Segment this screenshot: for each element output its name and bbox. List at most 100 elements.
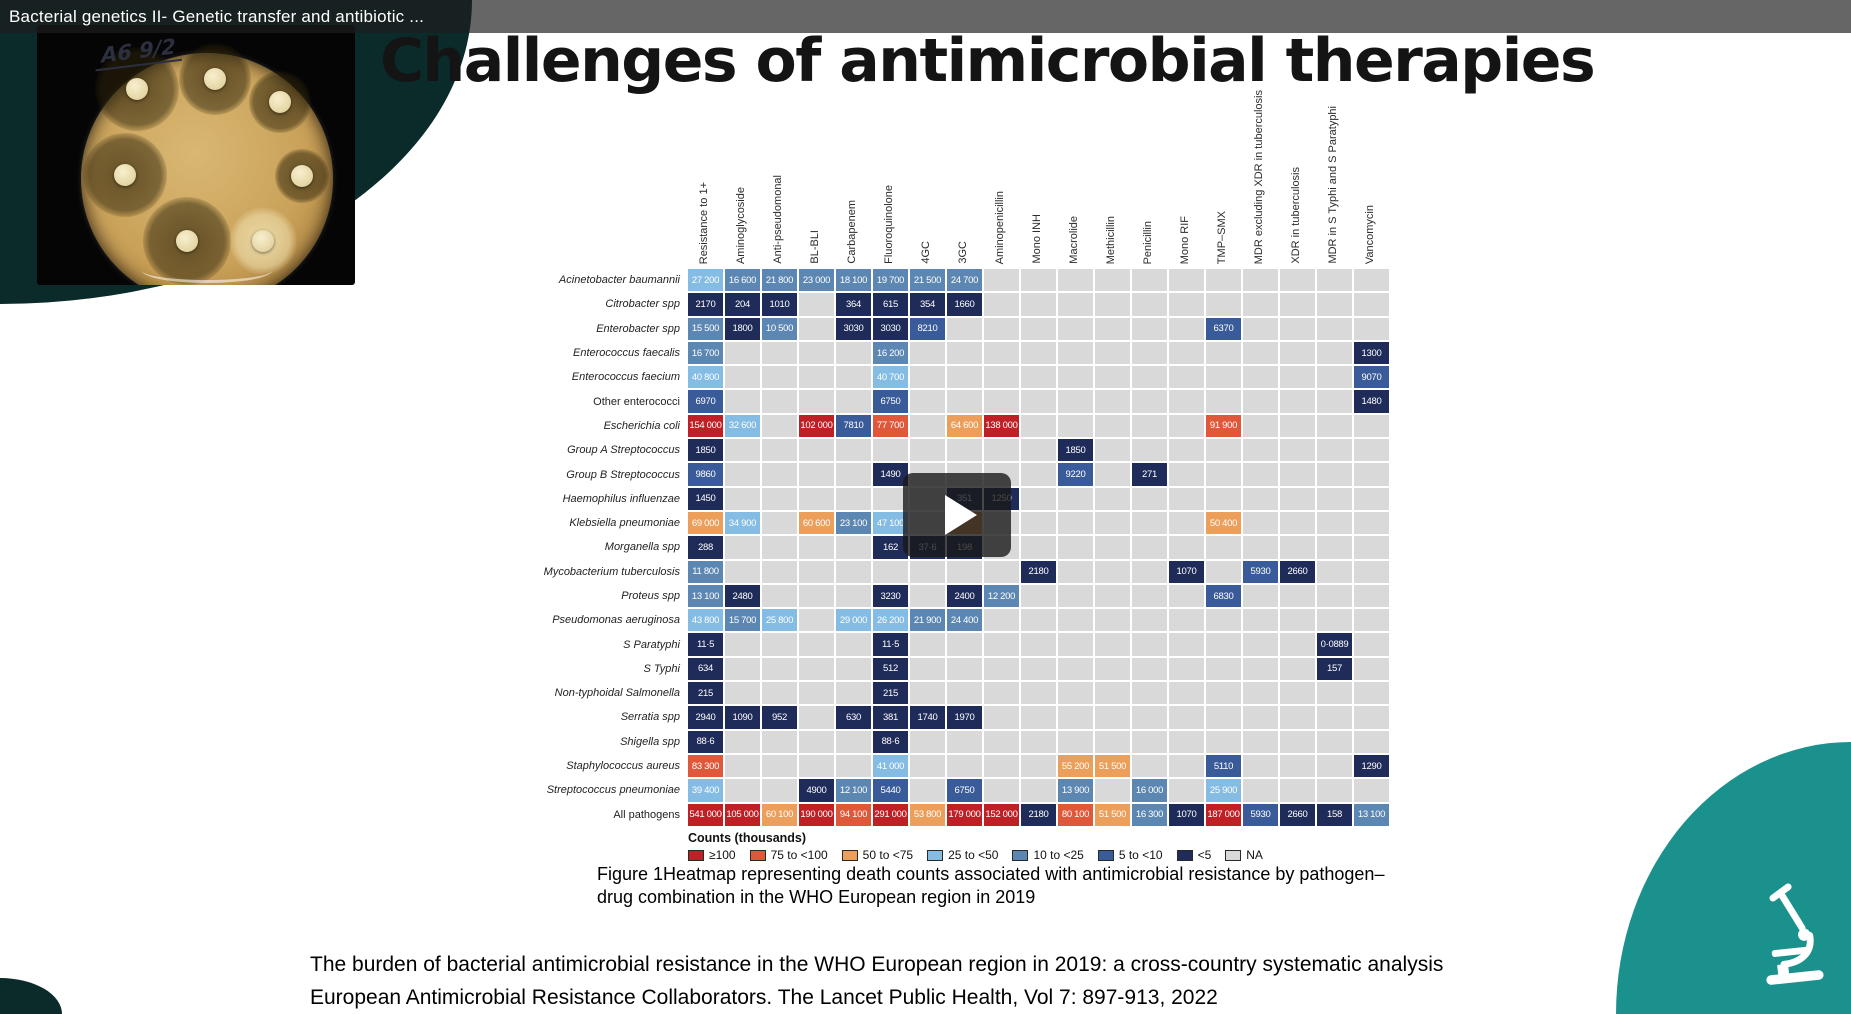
heatmap-cell <box>909 681 946 706</box>
heatmap-cell: 5440 <box>872 778 909 803</box>
heatmap-cell: 12 100 <box>835 778 872 803</box>
heatmap-cell <box>983 705 1020 730</box>
heatmap-cell <box>1316 681 1353 706</box>
dish-rim-highlight <box>142 258 272 283</box>
figure-caption-line2: drug combination in the WHO European reg… <box>597 887 1036 907</box>
heatmap-cell <box>983 632 1020 657</box>
heatmap-cell: 23 100 <box>835 510 872 536</box>
heatmap-cell <box>983 389 1020 414</box>
heatmap-cell <box>724 753 761 779</box>
heatmap-cell <box>1242 632 1279 657</box>
heatmap-cell: 1800 <box>724 316 761 341</box>
heatmap-cell: 24 400 <box>946 608 983 633</box>
heatmap-cell <box>1353 681 1390 706</box>
heatmap-cell <box>1279 365 1316 390</box>
heatmap-column-header: Aminoglycoside <box>735 186 747 264</box>
heatmap-cell <box>724 340 761 366</box>
heatmap-cell: 83 300 <box>687 753 724 779</box>
heatmap-cell <box>724 486 761 511</box>
heatmap-cell <box>761 413 798 439</box>
legend-swatch <box>1097 849 1114 861</box>
heatmap-cell <box>1316 389 1353 414</box>
heatmap-cell <box>1205 729 1242 754</box>
heatmap-row: Haemophilus influenzae14503511250 <box>380 486 1390 511</box>
heatmap-cell <box>1168 729 1205 754</box>
heatmap-cell <box>1094 389 1131 414</box>
heatmap-row-label: Proteus spp <box>621 590 680 602</box>
heatmap-cell <box>983 753 1020 779</box>
heatmap-cell <box>1020 462 1057 487</box>
heatmap-cell <box>1057 583 1094 609</box>
teal-corner-bottomleft <box>0 978 62 1014</box>
heatmap-cell <box>798 559 835 584</box>
heatmap-cell: 40 700 <box>872 365 909 390</box>
heatmap-cell <box>1094 365 1131 390</box>
heatmap-cell <box>1316 778 1353 803</box>
heatmap-cell <box>798 753 835 779</box>
heatmap-cell <box>761 778 798 803</box>
heatmap-row: Pseudomonas aeruginosa 43 800 15 700 25 800… <box>380 608 1390 633</box>
heatmap-cell: 94 100 <box>835 802 872 827</box>
heatmap-cell <box>798 389 835 414</box>
legend-item: 75 to <100 <box>749 848 828 862</box>
heatmap-cell: 187 000 <box>1205 802 1242 827</box>
heatmap-cell <box>946 365 983 390</box>
heatmap-cell: 9220 <box>1057 462 1094 487</box>
heatmap-cell <box>1094 486 1131 511</box>
heatmap-cell <box>1094 438 1131 463</box>
heatmap-cell <box>872 438 909 463</box>
heatmap-cell <box>835 681 872 706</box>
heatmap-row-label: Klebsiella pneumoniae <box>569 517 680 530</box>
heatmap-cell: 34 900 <box>724 510 761 536</box>
heatmap-cell <box>835 389 872 414</box>
heatmap-cell <box>1168 438 1205 463</box>
legend-items: ≥100 75 to <100 50 to <75 25 to <50 10 to <2… <box>688 848 1263 862</box>
antibiotic-disk <box>252 230 274 252</box>
heatmap-cell <box>1168 583 1205 609</box>
heatmap-cell <box>798 632 835 657</box>
heatmap-cell <box>1168 389 1205 414</box>
heatmap-cell <box>1279 316 1316 341</box>
heatmap-row-label: Serratia spp <box>620 711 680 724</box>
heatmap-cell <box>1242 316 1279 341</box>
legend-title: Counts (thousands) <box>688 831 807 845</box>
heatmap-cell <box>724 778 761 803</box>
heatmap-cell: 291 000 <box>872 802 909 827</box>
heatmap-cell <box>983 729 1020 754</box>
heatmap-cell <box>1020 438 1057 463</box>
heatmap-cell <box>835 462 872 487</box>
heatmap-cell: 2940 <box>687 705 724 730</box>
heatmap-cell <box>835 365 872 390</box>
heatmap-row: Acinetobacter baumannii 27 200 16 600 21 80… <box>380 268 1390 293</box>
heatmap-cell <box>835 535 872 560</box>
heatmap-cell <box>1279 705 1316 730</box>
heatmap-cell <box>1020 705 1057 730</box>
heatmap-cell <box>1131 316 1168 341</box>
heatmap-cell <box>761 438 798 463</box>
heatmap-row-label: Acinetobacter baumannii <box>558 274 680 287</box>
heatmap-cell <box>1353 438 1390 463</box>
heatmap-column-header: MDR in S Typhi and S Paratyphi <box>1327 106 1339 264</box>
heatmap-cell: 21 500 <box>909 268 946 293</box>
heatmap-cell: 5930 <box>1242 559 1279 584</box>
heatmap-cell <box>1057 292 1094 317</box>
heatmap-cell <box>798 462 835 487</box>
heatmap-column-header: Macrolide <box>1068 216 1080 264</box>
heatmap-cell: 21 800 <box>761 268 798 293</box>
heatmap-row: Proteus spp 13 100 2480 3230 2400 12 200 6830 <box>380 583 1390 609</box>
heatmap-cell <box>1057 486 1094 511</box>
legend-item: <5 <box>1176 848 1211 862</box>
heatmap-cell: 15 500 <box>687 316 724 341</box>
heatmap-cell <box>1094 316 1131 341</box>
heatmap-cell <box>1242 535 1279 560</box>
heatmap-row: Shigella spp 88·6 88·6 <box>380 729 1390 754</box>
heatmap-row-label: All pathogens <box>613 808 680 821</box>
heatmap-cell: 16 600 <box>724 268 761 293</box>
heatmap-cell: 10 500 <box>761 316 798 341</box>
heatmap-cell <box>909 340 946 366</box>
heatmap-cell <box>835 438 872 463</box>
heatmap-cell: 43 800 <box>687 608 724 633</box>
play-button[interactable] <box>903 473 1011 557</box>
heatmap-cell: 80 100 <box>1057 802 1094 827</box>
legend-item: 25 to <50 <box>927 848 998 862</box>
